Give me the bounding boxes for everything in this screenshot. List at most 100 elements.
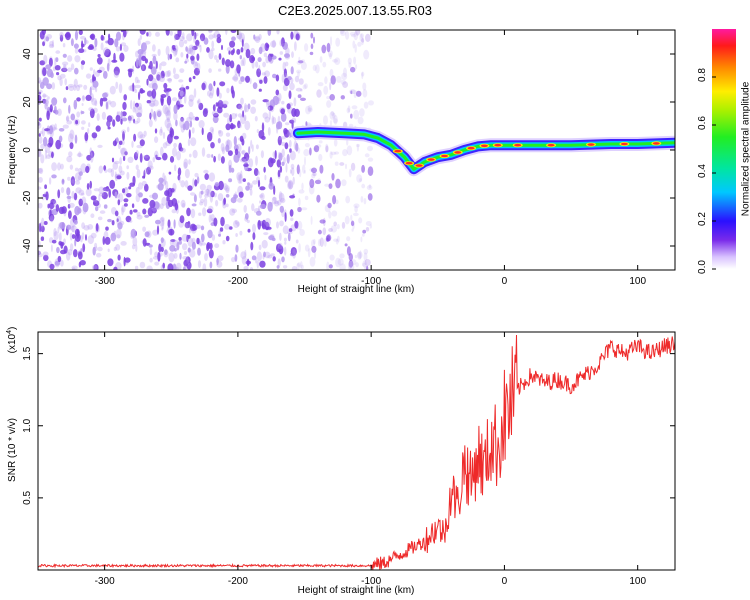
noise-blob xyxy=(208,34,214,40)
noise-blob xyxy=(242,110,245,118)
noise-blob xyxy=(124,151,128,156)
noise-blob xyxy=(311,245,317,253)
noise-blob xyxy=(149,112,152,120)
noise-blob xyxy=(187,138,191,147)
noise-blob xyxy=(363,49,370,60)
noise-blob xyxy=(137,38,141,47)
noise-blob xyxy=(197,62,201,72)
noise-blob xyxy=(263,52,268,58)
noise-blob xyxy=(328,264,333,269)
noise-blob xyxy=(326,100,332,108)
noise-blob xyxy=(138,91,141,101)
noise-blob xyxy=(256,171,260,176)
noise-blob xyxy=(47,142,53,148)
noise-blob xyxy=(76,111,81,118)
noise-blob xyxy=(115,46,121,52)
noise-blob xyxy=(154,261,160,266)
noise-blob xyxy=(162,104,169,115)
noise-blob xyxy=(367,166,374,177)
signal-hotspot-core xyxy=(394,149,402,153)
noise-blob xyxy=(146,78,149,86)
noise-blob xyxy=(283,237,287,242)
noise-blob xyxy=(38,91,42,95)
noise-blob xyxy=(213,192,217,198)
noise-blob xyxy=(115,228,122,239)
spectrogram-y-label: Frequency (Hz) xyxy=(7,116,18,185)
noise-blob xyxy=(330,111,335,116)
noise-blob xyxy=(197,247,201,256)
noise-blob xyxy=(244,104,250,113)
noise-blob xyxy=(277,151,281,161)
noise-blob xyxy=(124,187,128,190)
noise-blob xyxy=(87,235,95,245)
noise-blob xyxy=(245,185,250,191)
noise-blob xyxy=(162,142,168,149)
noise-blob xyxy=(107,58,111,67)
noise-blob xyxy=(324,76,328,85)
noise-blob xyxy=(183,39,188,44)
noise-blob xyxy=(237,120,241,129)
noise-blob xyxy=(206,189,213,198)
noise-blob xyxy=(280,37,285,47)
noise-blob xyxy=(328,211,332,219)
noise-blob xyxy=(257,179,261,188)
noise-blob xyxy=(234,220,238,225)
noise-blob xyxy=(216,59,219,63)
noise-blob xyxy=(207,90,211,97)
noise-blob xyxy=(244,216,249,222)
snr-x-tick-label: -300 xyxy=(95,576,115,587)
noise-blob xyxy=(363,101,369,109)
noise-blob xyxy=(152,229,159,236)
noise-blob xyxy=(80,36,86,40)
noise-blob xyxy=(297,71,300,78)
noise-blob xyxy=(263,76,268,84)
noise-blob xyxy=(241,150,245,155)
noise-blob xyxy=(353,212,359,217)
noise-blob xyxy=(38,133,41,137)
noise-blob xyxy=(199,240,203,247)
noise-blob xyxy=(160,70,165,79)
snr-panel: -300 -200 -100 0 100 0.5 1.0 1.5 Height of str… xyxy=(6,327,676,596)
noise-blob xyxy=(236,221,240,227)
noise-blob xyxy=(144,183,149,192)
noise-blob xyxy=(222,183,228,191)
noise-blob xyxy=(350,90,353,95)
noise-blob xyxy=(67,249,73,256)
noise-blob xyxy=(119,43,122,52)
noise-blob xyxy=(243,265,249,270)
noise-blob xyxy=(287,76,292,81)
noise-blob xyxy=(163,82,168,90)
noise-blob xyxy=(73,249,78,258)
noise-blob xyxy=(244,114,247,122)
noise-blob xyxy=(323,85,329,95)
noise-blob xyxy=(127,156,134,163)
noise-blob xyxy=(67,55,73,62)
noise-blob xyxy=(335,199,339,205)
noise-blob xyxy=(361,72,364,80)
noise-blob xyxy=(71,234,76,239)
noise-blob xyxy=(38,168,43,174)
noise-blob xyxy=(167,53,170,61)
noise-blob xyxy=(284,241,287,245)
noise-blob xyxy=(142,175,145,179)
noise-blob xyxy=(260,43,266,53)
noise-blob xyxy=(126,126,130,133)
noise-blob xyxy=(298,60,304,64)
noise-blob xyxy=(111,220,115,226)
noise-blob xyxy=(48,213,55,222)
noise-blob xyxy=(199,198,205,203)
noise-blob xyxy=(38,167,44,175)
noise-blob xyxy=(356,143,359,152)
noise-blob xyxy=(235,244,239,253)
noise-blob xyxy=(115,244,121,251)
noise-blob xyxy=(276,121,281,130)
noise-blob xyxy=(138,53,142,63)
noise-blob xyxy=(182,255,189,260)
signal-hotspot-core xyxy=(405,161,413,165)
noise-blob xyxy=(255,61,259,68)
noise-blob xyxy=(250,139,253,149)
noise-blob xyxy=(107,120,111,127)
noise-blob xyxy=(54,105,57,114)
noise-blob xyxy=(235,113,238,117)
noise-blob xyxy=(295,87,303,92)
